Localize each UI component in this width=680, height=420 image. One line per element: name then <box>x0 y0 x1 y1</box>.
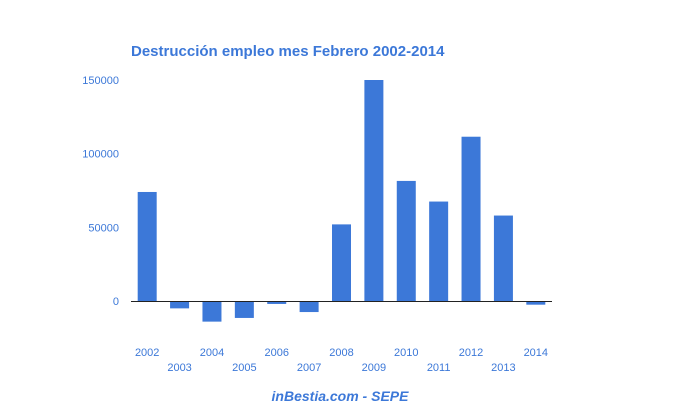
bar-2005 <box>234 301 254 318</box>
bar-2004 <box>202 301 222 322</box>
bar-2013 <box>493 215 513 301</box>
bar-2008 <box>332 224 351 301</box>
bar-2006 <box>267 301 287 304</box>
bar-2011 <box>429 201 449 301</box>
bar-2009 <box>364 80 384 301</box>
bar-2010 <box>396 180 416 301</box>
bars <box>137 80 546 322</box>
x-tick-label: 2004 <box>200 347 224 359</box>
y-axis-ticks: 0 50000 100000 150000 <box>82 75 119 308</box>
x-tick-label: 2008 <box>329 347 353 359</box>
bar-2002 <box>137 191 157 301</box>
y-tick-label: 50000 <box>88 222 119 234</box>
bar-2012 <box>461 136 481 301</box>
y-tick-label: 100000 <box>82 149 119 161</box>
x-axis-ticks: 2002 2003 2004 2005 2006 2007 2008 2009 2010 2011… <box>135 347 548 374</box>
x-tick-label: 2003 <box>167 362 191 374</box>
x-tick-label: 2011 <box>427 362 451 374</box>
x-tick-label: 2002 <box>135 347 159 359</box>
x-tick-label: 2012 <box>459 347 483 359</box>
x-tick-label: 2006 <box>264 347 288 359</box>
bar-2014 <box>526 301 546 305</box>
chart-title: Destrucción empleo mes Febrero 2002-2014 <box>131 43 445 60</box>
x-tick-label: 2007 <box>297 362 321 374</box>
bar-2003 <box>170 301 190 309</box>
y-tick-label: 150000 <box>82 75 119 87</box>
source-label: inBestia.com - SEPE <box>271 388 409 404</box>
x-tick-label: 2009 <box>362 362 386 374</box>
x-tick-label: 2013 <box>491 362 515 374</box>
bar-2007 <box>299 301 319 313</box>
x-tick-label: 2014 <box>524 347 548 359</box>
y-tick-label: 0 <box>113 296 119 308</box>
x-tick-label: 2010 <box>394 347 418 359</box>
x-tick-label: 2005 <box>232 362 256 374</box>
